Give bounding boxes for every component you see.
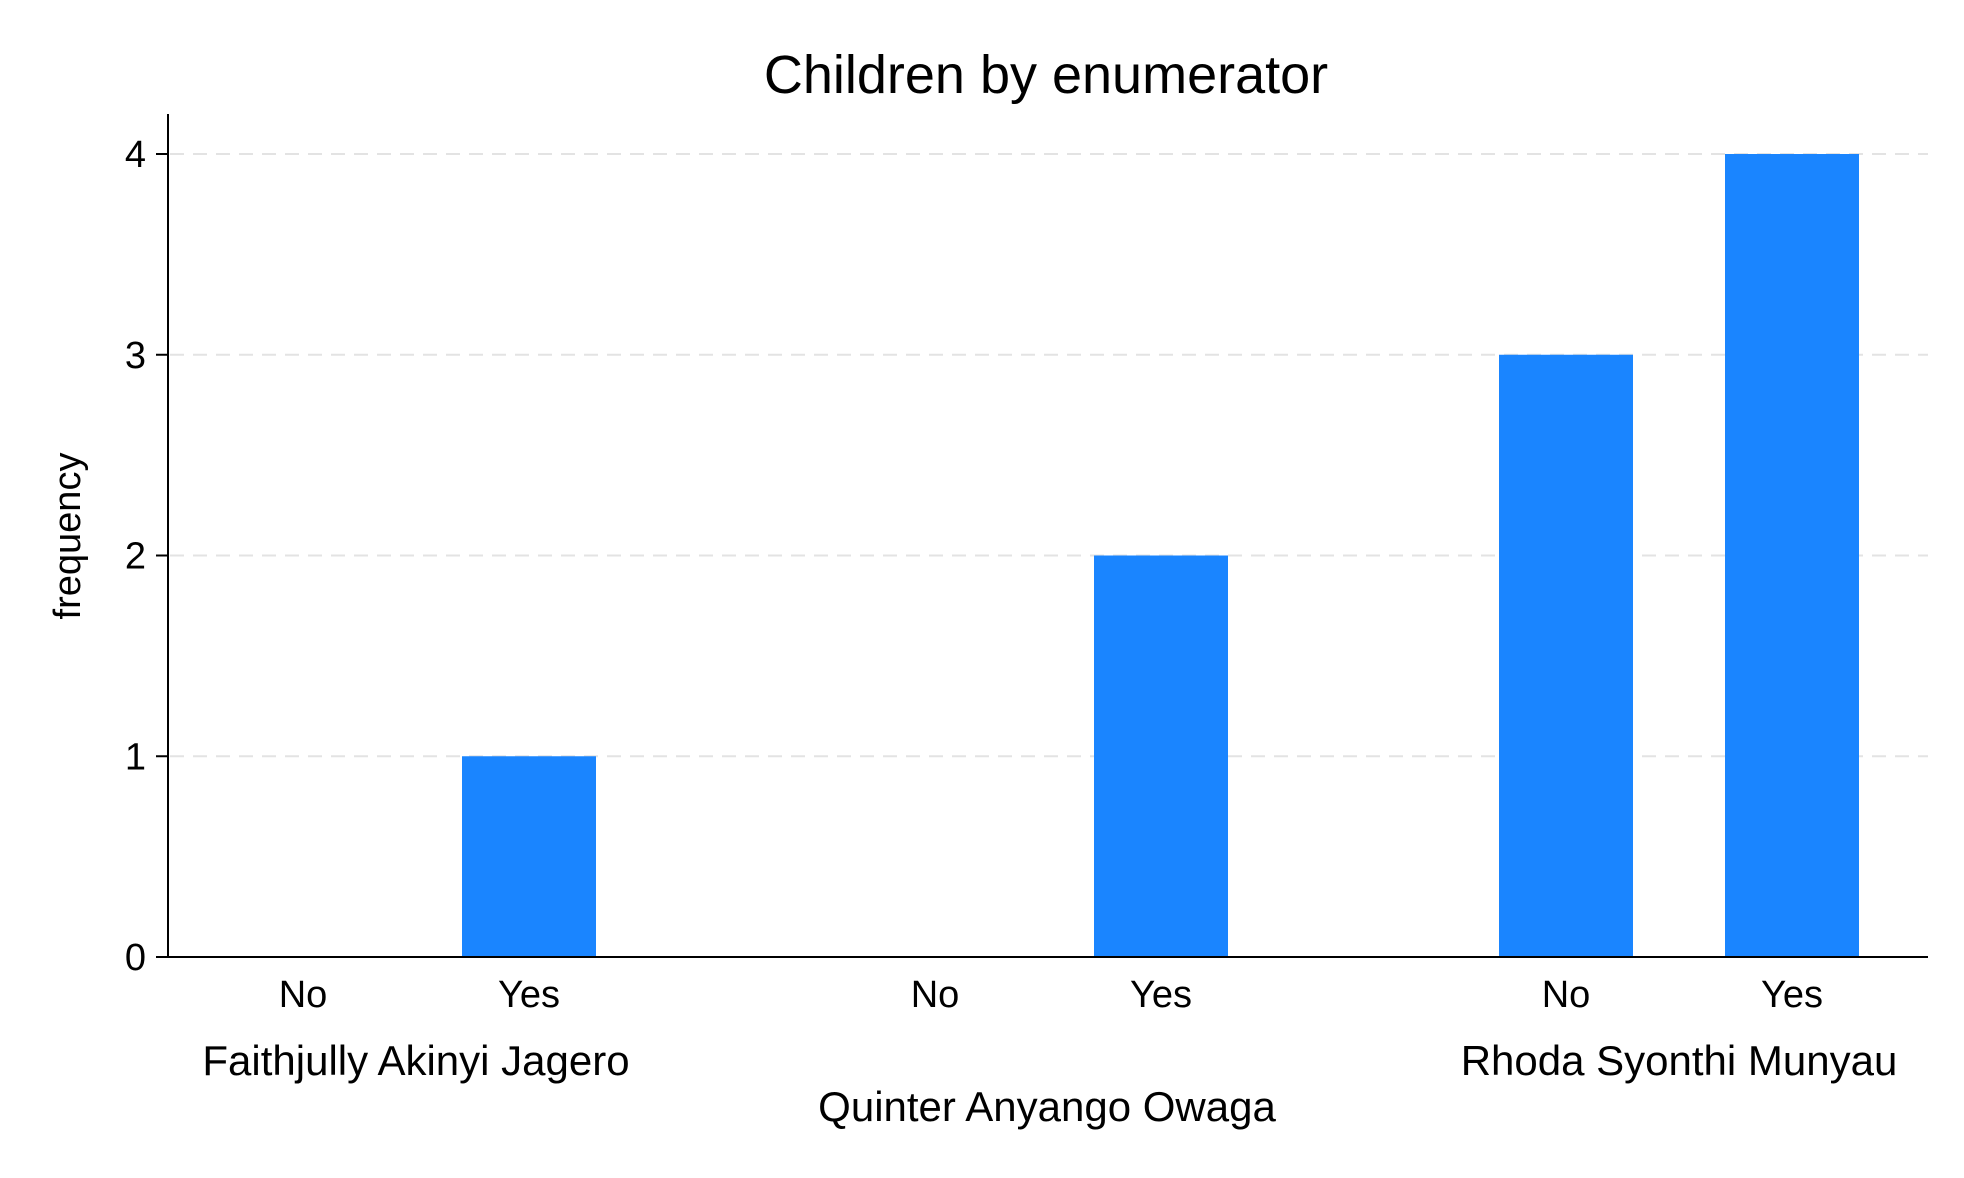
x-category-label-3-yes: Yes — [1761, 974, 1823, 1016]
y-tick-label-0: 0 — [125, 937, 146, 979]
x-category-label-2-no: No — [911, 974, 960, 1016]
bar-3-yes — [1725, 154, 1859, 957]
y-tick-label-2: 2 — [125, 536, 146, 578]
bar-2-yes — [1094, 555, 1228, 957]
x-category-label-3-no: No — [1542, 974, 1591, 1016]
y-tick-label-4: 4 — [125, 134, 146, 176]
bar-1-yes — [462, 756, 596, 957]
bars — [462, 154, 1859, 957]
y-axis-label: frequency — [47, 453, 89, 620]
y-tick-label-1: 1 — [125, 736, 146, 778]
x-category-label-2-yes: Yes — [1130, 974, 1192, 1016]
bar-3-no — [1499, 354, 1633, 957]
x-category-label-1-no: No — [279, 974, 328, 1016]
x-group-label-1: Faithjully Akinyi Jagero — [202, 1037, 629, 1084]
y-tick-label-3: 3 — [125, 335, 146, 377]
x-group-label-2: Quinter Anyango Owaga — [818, 1083, 1276, 1130]
x-axis-labels: No Yes Faithjully Akinyi Jagero No Yes Quinte… — [202, 974, 1897, 1130]
x-category-label-1-yes: Yes — [498, 974, 560, 1016]
chart-title: Children by enumerator — [764, 45, 1328, 105]
y-axis-ticks: 0 1 2 3 4 — [125, 134, 168, 979]
gridlines — [170, 153, 1928, 758]
x-group-label-3: Rhoda Syonthi Munyau — [1461, 1037, 1898, 1084]
